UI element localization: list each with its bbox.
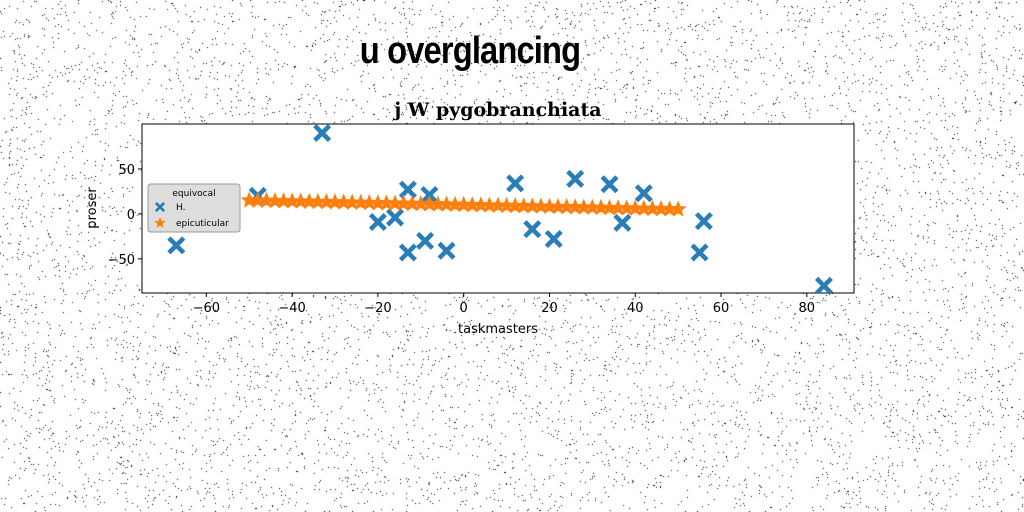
x-marker	[600, 175, 619, 194]
star-marker	[420, 195, 438, 212]
star-marker	[429, 195, 447, 212]
star-marker	[523, 197, 541, 214]
x-marker	[398, 243, 417, 262]
star-marker	[558, 198, 576, 215]
star-marker	[600, 198, 619, 216]
star-marker	[395, 194, 413, 211]
y-tick-label: −50	[108, 253, 135, 268]
legend-title: equivocal	[172, 189, 215, 199]
star-marker	[643, 199, 661, 217]
legend-marker-h	[155, 202, 165, 212]
star-marker	[309, 192, 327, 210]
series-epicuticular	[240, 191, 687, 217]
x-marker	[690, 243, 709, 262]
star-marker	[549, 197, 567, 215]
star-marker	[472, 196, 490, 213]
star-marker	[575, 198, 593, 215]
star-marker	[498, 196, 516, 214]
star-marker	[652, 200, 670, 217]
star-marker	[480, 196, 498, 213]
x-marker	[398, 180, 417, 199]
x-marker	[437, 241, 456, 260]
star-marker	[626, 199, 644, 216]
star-marker	[369, 194, 387, 211]
x-tick-label: 40	[627, 301, 644, 316]
star-marker	[377, 194, 396, 211]
star-marker	[566, 198, 584, 215]
chart-title: j W pygobranchiata	[392, 99, 601, 121]
star-marker	[661, 200, 679, 217]
plot-marks	[167, 124, 833, 293]
star-marker	[669, 200, 687, 217]
star-marker	[317, 193, 335, 210]
star-marker	[506, 196, 524, 214]
x-marker	[523, 220, 542, 239]
star-marker	[463, 196, 481, 213]
star-marker	[240, 191, 258, 208]
x-tick-label: −60	[193, 301, 220, 316]
star-marker	[592, 198, 610, 216]
x-marker	[544, 230, 563, 249]
legend-box	[147, 183, 241, 233]
x-tick-label: −20	[364, 301, 391, 316]
star-marker	[455, 195, 473, 213]
x-axis-label: taskmasters	[458, 322, 538, 337]
star-marker	[283, 192, 301, 209]
star-marker	[635, 199, 653, 216]
legend: equivocal H. epicuticular	[147, 183, 241, 233]
star-marker	[249, 191, 267, 208]
star-marker	[446, 195, 464, 213]
x-axis: −60 −40 −20 0 20 40 60 80	[193, 293, 815, 316]
x-marker	[167, 236, 186, 255]
y-axis-label: proser	[85, 187, 100, 229]
star-marker	[352, 193, 370, 211]
star-marker	[583, 198, 601, 215]
star-marker	[292, 192, 310, 209]
y-tick-label: 0	[127, 208, 135, 223]
x-marker	[416, 231, 435, 250]
x-marker	[313, 124, 332, 142]
x-tick-label: 0	[460, 301, 468, 316]
x-tick-label: 60	[713, 301, 730, 316]
star-marker	[335, 193, 353, 210]
star-marker	[360, 193, 378, 211]
star-marker	[609, 199, 627, 216]
x-marker	[506, 174, 525, 193]
x-marker	[386, 208, 405, 227]
star-marker	[437, 195, 456, 212]
y-axis: −50 0 50	[108, 163, 142, 268]
x-tick-label: −40	[278, 301, 305, 316]
legend-marker-epicuticular	[154, 217, 166, 228]
star-marker	[326, 193, 344, 210]
star-marker	[343, 193, 361, 210]
x-marker	[566, 169, 585, 188]
figure-suptitle: u overglancing	[359, 30, 581, 72]
x-marker	[634, 184, 653, 203]
star-marker	[532, 197, 550, 214]
x-marker	[694, 212, 713, 231]
star-marker	[618, 199, 636, 216]
x-marker	[613, 213, 632, 232]
star-marker	[540, 197, 559, 214]
x-marker	[814, 276, 833, 293]
y-tick-label: 50	[118, 163, 135, 178]
star-marker	[386, 194, 404, 211]
star-marker	[515, 197, 533, 214]
star-marker	[412, 195, 430, 212]
star-marker	[300, 192, 318, 209]
star-marker	[266, 191, 284, 209]
star-marker	[403, 194, 421, 212]
star-marker	[257, 191, 275, 209]
x-marker	[420, 186, 439, 205]
x-marker	[368, 212, 387, 231]
x-tick-label: 80	[799, 301, 816, 316]
x-tick-label: 20	[541, 301, 558, 316]
star-marker	[489, 196, 507, 213]
star-marker	[274, 192, 293, 209]
legend-label-epicuticular: epicuticular	[176, 219, 229, 229]
legend-label-h: H.	[176, 203, 185, 213]
